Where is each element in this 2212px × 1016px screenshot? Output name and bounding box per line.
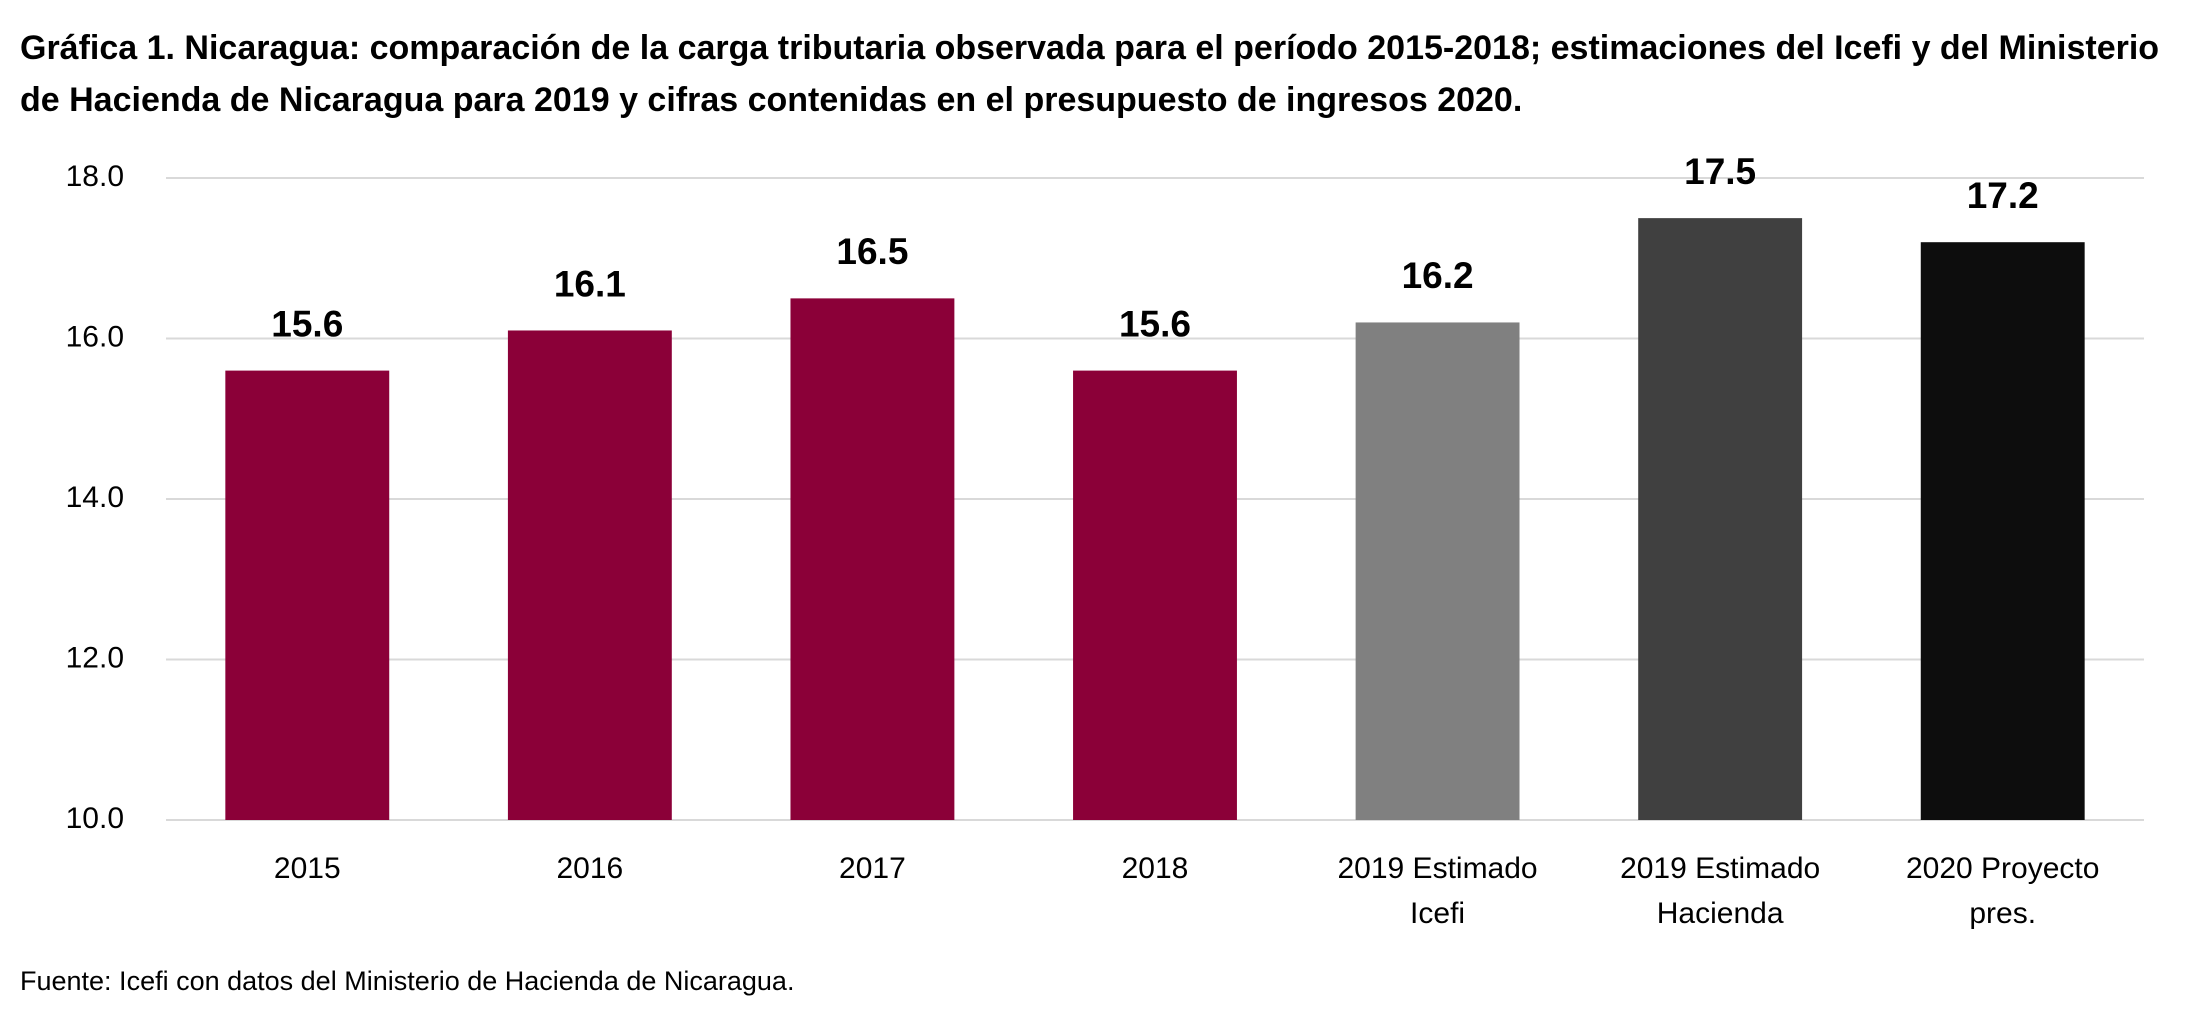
x-tick-label: 2015 (273, 852, 341, 885)
value-label: 16.2 (1402, 255, 1474, 296)
source-note: Fuente: Icefi con datos del Ministerio d… (20, 966, 795, 996)
value-label: 17.5 (1684, 151, 1756, 192)
y-tick-label: 10.0 (66, 802, 124, 835)
x-tick-label: 2018 (1121, 852, 1189, 885)
bar (1920, 242, 2085, 820)
bar (1638, 218, 1803, 820)
bar (790, 298, 955, 820)
x-tick-label: 2019 Estimado Hacienda (1620, 852, 1821, 930)
y-tick-label: 14.0 (66, 481, 124, 514)
x-tick-label: 2016 (556, 852, 624, 885)
bar (507, 330, 672, 820)
value-label: 17.2 (1967, 175, 2039, 216)
x-tick-label: 2020 Proyecto pres. (1905, 852, 2100, 930)
value-label: 16.5 (836, 231, 908, 272)
value-label: 15.6 (1119, 303, 1191, 344)
value-label: 16.1 (554, 263, 626, 304)
value-label: 15.6 (271, 303, 343, 344)
y-tick-label: 12.0 (66, 641, 124, 674)
x-tick-label: 2019 Estimado Icefi (1337, 852, 1538, 930)
x-tick-label: 2017 (839, 852, 906, 885)
y-tick-label: 18.0 (66, 160, 124, 193)
bar (225, 370, 390, 820)
y-tick-label: 16.0 (66, 320, 124, 353)
bar (1355, 322, 1520, 820)
chart-title: Gráfica 1. Nicaragua: comparación de la … (20, 29, 2160, 119)
bar (1073, 370, 1237, 820)
